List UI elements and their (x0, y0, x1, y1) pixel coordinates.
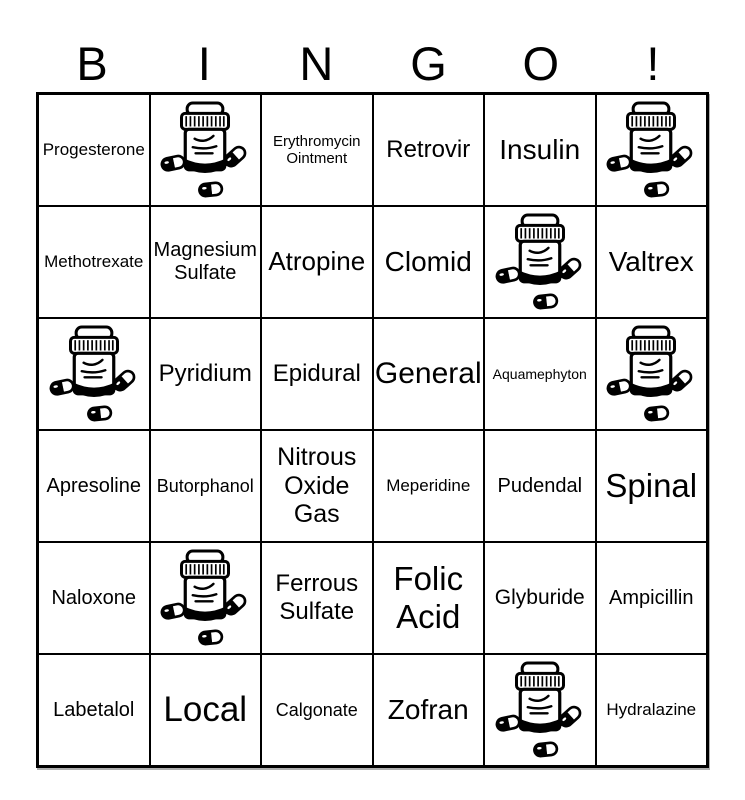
bingo-cell[interactable] (485, 655, 595, 765)
cell-label: General (374, 356, 482, 390)
bingo-title: B I N G O! (36, 0, 709, 92)
cell-label: Glyburide (494, 585, 585, 609)
pill-bottle-icon (49, 325, 136, 422)
bingo-cell[interactable]: Meperidine (373, 431, 483, 541)
title-letter: B (76, 37, 108, 90)
title-letter: ! (646, 37, 660, 90)
bingo-cell[interactable]: Naloxone (39, 543, 149, 653)
cell-label: Spinal (605, 467, 698, 505)
bingo-cell[interactable]: Retrovir (373, 95, 483, 205)
cell-label: Atropine (268, 246, 366, 277)
bingo-cell[interactable]: Ferrous Sulfate (262, 543, 372, 653)
cell-label: Aquamephyton (492, 365, 587, 382)
pill-bottle-icon (606, 325, 693, 422)
cell-label: Butorphanol (156, 475, 254, 496)
cell-label: Naloxone (51, 586, 136, 609)
cell-label: Pyridium (158, 360, 252, 388)
cell-label: Hydralazine (606, 700, 697, 720)
bingo-grid: Progesterone (36, 92, 709, 768)
cell-label: Ampicillin (609, 586, 694, 609)
bingo-cell[interactable] (596, 319, 706, 429)
bingo-cell[interactable]: Clomid (373, 207, 483, 317)
bingo-cell[interactable]: Spinal (596, 431, 706, 541)
cell-label: Valtrex (608, 245, 694, 277)
pill-bottle-icon (606, 101, 693, 198)
bingo-cell[interactable]: Pyridium (150, 319, 260, 429)
cell-label: Local (163, 689, 248, 729)
cell-label: Apresoline (46, 474, 141, 497)
pill-bottle-icon (495, 213, 582, 310)
bingo-cell[interactable]: Apresoline (39, 431, 149, 541)
cell-label: Ferrous Sulfate (275, 570, 359, 625)
title-letter: N (299, 37, 334, 90)
cell-label: Epidural (272, 360, 361, 388)
cell-label: Labetalol (53, 698, 135, 721)
bingo-cell[interactable]: General (373, 319, 483, 429)
cell-label: Zofran (387, 693, 469, 725)
bingo-cell[interactable]: Epidural (262, 319, 372, 429)
pill-bottle-icon (160, 101, 247, 198)
cell-label: Insulin (499, 133, 581, 165)
bingo-cell[interactable] (596, 95, 706, 205)
cell-label: Retrovir (386, 136, 471, 164)
title-letter: O (522, 37, 560, 90)
bingo-cell[interactable]: Progesterone (39, 95, 149, 205)
bingo-cell[interactable]: Valtrex (596, 207, 706, 317)
cell-label: Meperidine (386, 476, 471, 496)
bingo-cell[interactable]: Labetalol (39, 655, 149, 765)
bingo-cell[interactable]: Butorphanol (150, 431, 260, 541)
bingo-cell[interactable] (150, 543, 260, 653)
bingo-cell[interactable]: Local (150, 655, 260, 765)
bingo-cell[interactable]: Zofran (373, 655, 483, 765)
bingo-cell[interactable]: Methotrexate (39, 207, 149, 317)
bingo-cell[interactable]: Aquamephyton (485, 319, 595, 429)
bingo-cell[interactable]: Glyburide (485, 543, 595, 653)
cell-label: Clomid (384, 245, 472, 277)
bingo-board: B I N G O! Progesterone (36, 0, 709, 768)
bingo-cell[interactable]: Pudendal (485, 431, 595, 541)
bingo-cell[interactable]: Folic Acid (373, 543, 483, 653)
bingo-cell[interactable]: Hydralazine (596, 655, 706, 765)
bingo-cell[interactable] (39, 319, 149, 429)
cell-label: Methotrexate (44, 252, 144, 272)
title-letter: G (410, 37, 447, 90)
cell-label: Folic Acid (393, 560, 464, 635)
bingo-cell[interactable]: Ampicillin (596, 543, 706, 653)
bingo-cell[interactable]: Magnesium Sulfate (150, 207, 260, 317)
title-letter: I (197, 37, 211, 90)
bingo-cell[interactable] (485, 207, 595, 317)
cell-label: Progesterone (42, 140, 145, 160)
bingo-cell[interactable]: Atropine (262, 207, 372, 317)
cell-label: Calgonate (275, 699, 358, 720)
cell-label: Erythromycin Ointment (272, 132, 361, 167)
pill-bottle-icon (160, 549, 247, 646)
bingo-cell[interactable]: Erythromycin Ointment (262, 95, 372, 205)
bingo-cell[interactable]: Nitrous Oxide Gas (262, 431, 372, 541)
bingo-cell[interactable] (150, 95, 260, 205)
pill-bottle-icon (495, 661, 582, 758)
bingo-cell[interactable]: Calgonate (262, 655, 372, 765)
bingo-cell[interactable]: Insulin (485, 95, 595, 205)
cell-label: Magnesium Sulfate (153, 239, 257, 284)
cell-label: Pudendal (497, 474, 583, 497)
cell-label: Nitrous Oxide Gas (277, 442, 357, 529)
